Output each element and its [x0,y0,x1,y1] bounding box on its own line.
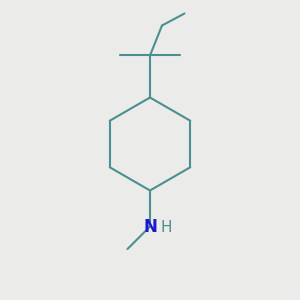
Text: N: N [143,218,157,236]
Text: H: H [161,220,172,236]
